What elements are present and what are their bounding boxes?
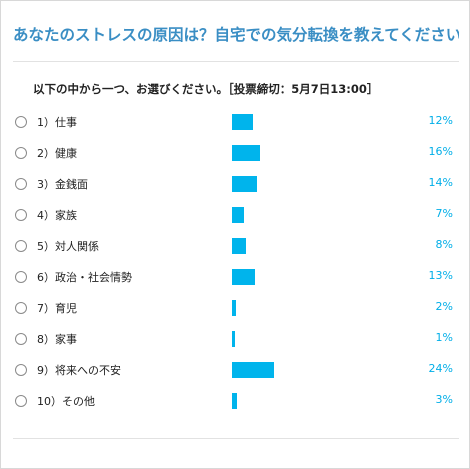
poll-question: 以下の中から一つ、お選びください。［投票締切：5月7日13:00］: [33, 82, 379, 96]
option-result-bar: [232, 114, 253, 130]
option-result-bar-track: [232, 176, 422, 192]
title-divider: [13, 61, 459, 62]
poll-title: あなたのストレスの原因は？自宅での気分転換を教えてください: [13, 26, 459, 44]
option-result-bar-track: [232, 362, 422, 378]
option-percent: 8%: [435, 238, 453, 251]
option-label: 5）対人関係: [37, 240, 99, 253]
poll-option-2[interactable]: 2）健康 16%: [1, 138, 470, 169]
footer-divider: [13, 438, 459, 439]
option-label: 8）家事: [37, 333, 77, 346]
option-result-bar-track: [232, 114, 422, 130]
option-result-bar: [232, 300, 236, 316]
option-radio[interactable]: [15, 116, 27, 128]
poll-option-1[interactable]: 1）仕事 12%: [1, 107, 470, 138]
option-label: 4）家族: [37, 209, 77, 222]
option-percent: 1%: [435, 331, 453, 344]
option-result-bar: [232, 362, 274, 378]
option-result-bar: [232, 331, 235, 347]
option-percent: 7%: [435, 207, 453, 220]
option-result-bar-track: [232, 207, 422, 223]
option-radio[interactable]: [15, 364, 27, 376]
poll-option-8[interactable]: 8）家事 1%: [1, 324, 470, 355]
poll-option-7[interactable]: 7）育児 2%: [1, 293, 470, 324]
poll-option-3[interactable]: 3）金銭面 14%: [1, 169, 470, 200]
option-result-bar: [232, 145, 260, 161]
option-label: 1）仕事: [37, 116, 77, 129]
option-result-bar: [232, 176, 257, 192]
option-result-bar: [232, 269, 255, 285]
option-radio[interactable]: [15, 178, 27, 190]
option-result-bar-track: [232, 145, 422, 161]
option-result-bar: [232, 207, 245, 223]
option-radio[interactable]: [15, 240, 27, 252]
poll-option-10[interactable]: 10）その他 3%: [1, 386, 470, 417]
option-result-bar-track: [232, 331, 422, 347]
option-result-bar-track: [232, 300, 422, 316]
option-radio[interactable]: [15, 147, 27, 159]
option-result-bar-track: [232, 238, 422, 254]
option-label: 3）金銭面: [37, 178, 88, 191]
option-result-bar: [232, 393, 238, 409]
option-percent: 14%: [428, 176, 453, 189]
option-label: 6）政治・社会情勢: [37, 271, 132, 284]
option-label: 2）健康: [37, 147, 77, 160]
option-label: 9）将来への不安: [37, 364, 121, 377]
option-label: 10）その他: [37, 395, 95, 408]
option-percent: 13%: [428, 269, 453, 282]
poll-option-4[interactable]: 4）家族 7%: [1, 200, 470, 231]
option-radio[interactable]: [15, 333, 27, 345]
option-radio[interactable]: [15, 395, 27, 407]
option-radio[interactable]: [15, 209, 27, 221]
option-radio[interactable]: [15, 302, 27, 314]
option-percent: 16%: [428, 145, 453, 158]
option-percent: 24%: [428, 362, 453, 375]
option-label: 7）育児: [37, 302, 77, 315]
option-result-bar-track: [232, 393, 422, 409]
option-percent: 12%: [428, 114, 453, 127]
poll-option-6[interactable]: 6）政治・社会情勢 13%: [1, 262, 470, 293]
option-radio[interactable]: [15, 271, 27, 283]
option-percent: 2%: [435, 300, 453, 313]
poll-option-9[interactable]: 9）将来への不安 24%: [1, 355, 470, 386]
poll-option-5[interactable]: 5）対人関係 8%: [1, 231, 470, 262]
option-result-bar: [232, 238, 246, 254]
option-result-bar-track: [232, 269, 422, 285]
option-percent: 3%: [435, 393, 453, 406]
